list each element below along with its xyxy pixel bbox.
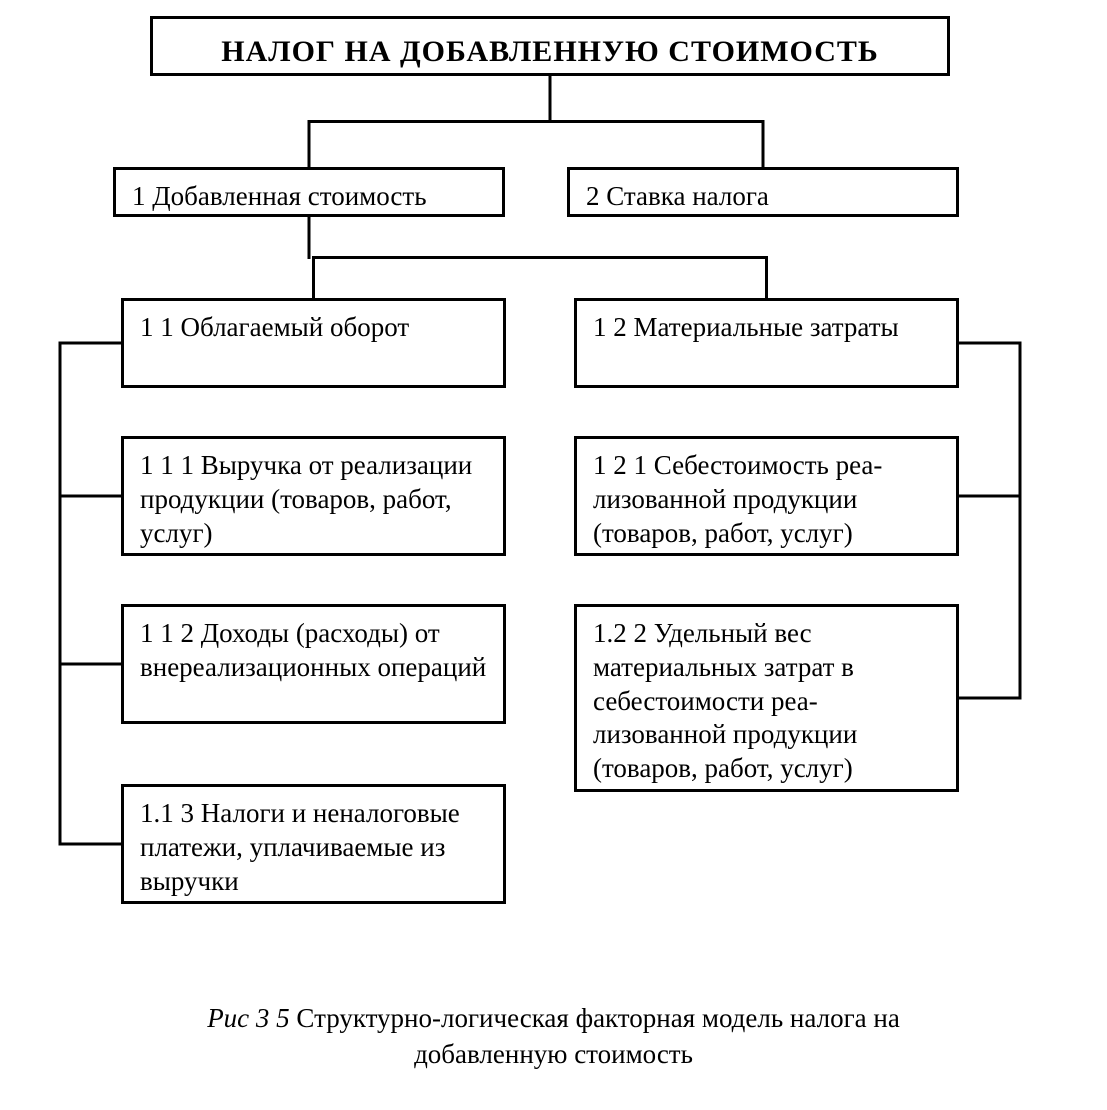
- node-1-1: 1 1 Облагаемый оборот: [121, 298, 506, 388]
- node-1-2-1: 1 2 1 Себестоимость реа­лизованной проду…: [574, 436, 959, 556]
- figure-caption: Рис 3 5 Структурно-логическая факторная …: [130, 1000, 977, 1073]
- diagram-canvas: НАЛОГ НА ДОБАВЛЕННУЮ СТОИМОСТЬ 1 Добавле…: [0, 0, 1107, 1110]
- node-1-2: 1 2 Материальные затраты: [574, 298, 959, 388]
- figure-caption-text: Структурно-логическая факторная модель н…: [296, 1003, 899, 1069]
- node-1: 1 Добавленная стоимость: [113, 167, 505, 217]
- figure-number: Рис 3 5: [207, 1003, 289, 1033]
- node-1-2-2: 1.2 2 Удельный вес материальных затрат в…: [574, 604, 959, 792]
- node-root: НАЛОГ НА ДОБАВЛЕННУЮ СТОИМОСТЬ: [150, 16, 950, 76]
- node-1-1-2: 1 1 2 Доходы (расходы) от внереализацион…: [121, 604, 506, 724]
- node-2: 2 Ставка налога: [567, 167, 959, 217]
- node-1-1-3: 1.1 3 Налоги и неналого­вые платежи, упл…: [121, 784, 506, 904]
- node-1-1-1: 1 1 1 Выручка от реализа­ции продукции (…: [121, 436, 506, 556]
